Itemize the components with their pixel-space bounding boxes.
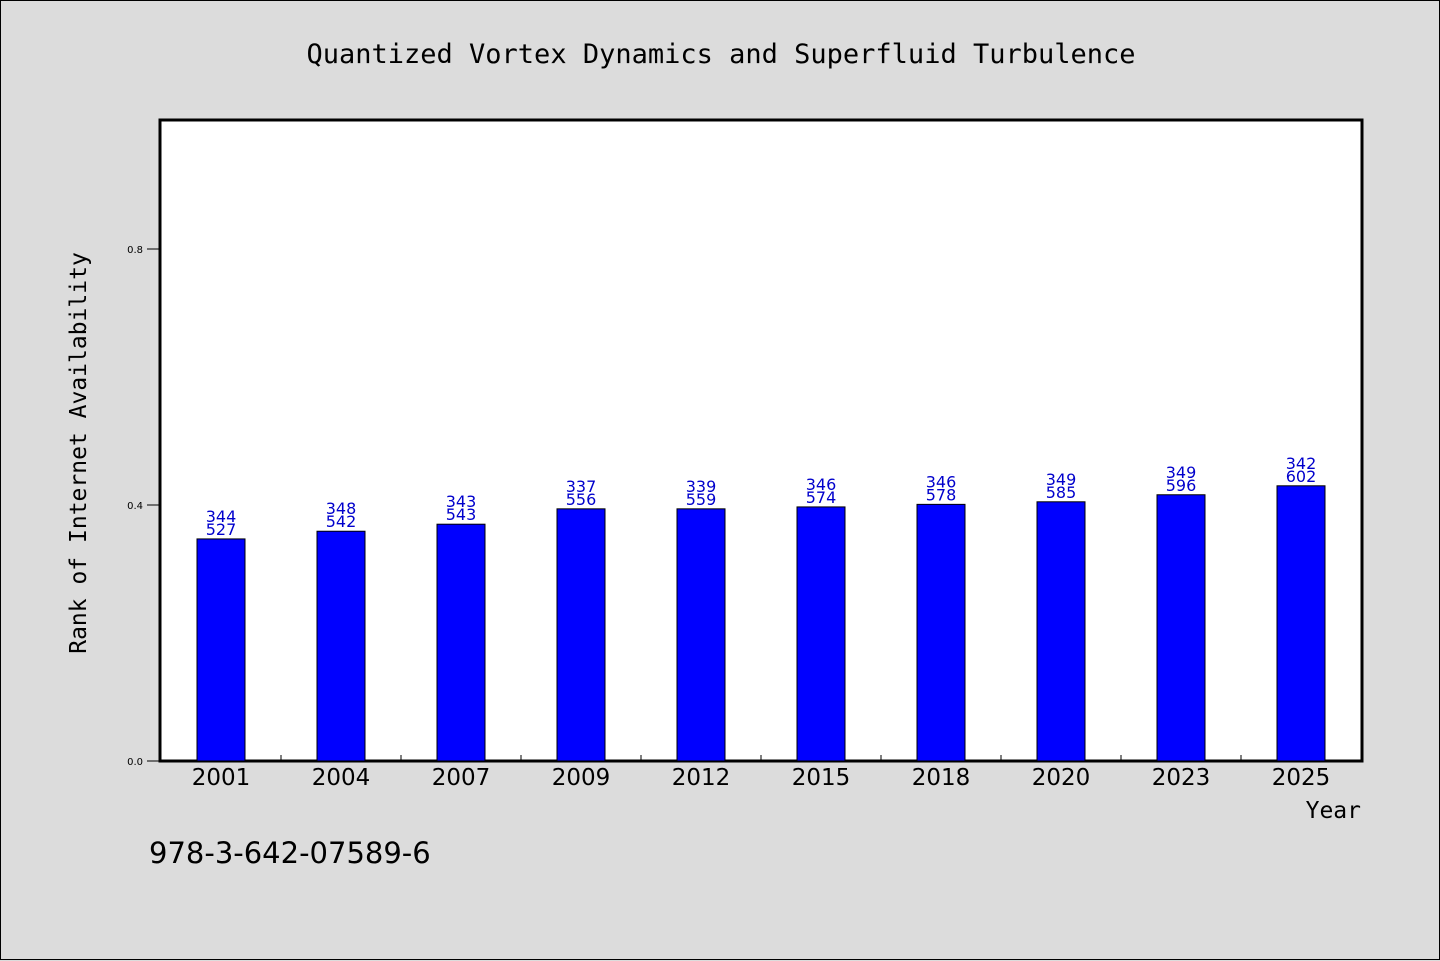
bar-2007 [436, 523, 486, 762]
bar-2009 [556, 508, 606, 762]
data-label-2020: 349 [1046, 470, 1077, 489]
x-tick-label-2018: 2018 [912, 765, 971, 791]
x-tick-label-2023: 2023 [1152, 765, 1211, 791]
x-tick-label-2001: 2001 [192, 765, 251, 791]
data-label-2015: 346 [806, 475, 837, 494]
data-label-2004: 542 [326, 512, 357, 531]
bar-2001 [196, 538, 246, 762]
bar-2023 [1156, 494, 1206, 762]
x-tick-label-2025: 2025 [1272, 765, 1331, 791]
data-label-2018: 346 [926, 472, 957, 491]
data-label-2001: 527 [206, 520, 237, 539]
y-tick-label-0.4: 0.4 [127, 501, 143, 512]
data-label-2023: 596 [1166, 476, 1197, 495]
x-tick-label-2007: 2007 [432, 765, 491, 791]
x-tick-label-2020: 2020 [1032, 765, 1091, 791]
data-label-2009: 337 [566, 477, 597, 496]
data-label-2025: 342 [1286, 454, 1317, 473]
data-label-2007: 543 [446, 505, 477, 524]
chart-title: Quantized Vortex Dynamics and Superfluid… [306, 39, 1135, 70]
data-label-2004: 348 [326, 499, 357, 518]
data-label-2018: 578 [926, 485, 957, 504]
bar-2015 [796, 506, 846, 762]
data-labels-layer: 3445273485423435433375563395593465743465… [206, 454, 1317, 539]
bar-2025 [1276, 485, 1326, 762]
bar-2012 [676, 508, 726, 762]
bars-layer [196, 485, 1326, 762]
data-label-2001: 344 [206, 507, 237, 526]
data-label-2023: 349 [1166, 463, 1197, 482]
data-label-2009: 556 [566, 490, 597, 509]
y-tick-label-0.8: 0.8 [127, 245, 143, 256]
y-axis-label: Rank of Internet Availability [66, 252, 92, 654]
data-label-2025: 602 [1286, 467, 1317, 486]
data-label-2007: 343 [446, 492, 477, 511]
x-axis-label: Year [1306, 798, 1361, 824]
data-label-2012: 339 [686, 477, 717, 496]
x-tick-label-2015: 2015 [792, 765, 851, 791]
bar-2020 [1036, 501, 1086, 762]
x-axis: 2001 2004 2007 2009 2012 2015 2018 2020 2023 2025 [192, 755, 1331, 791]
bar-2004 [316, 530, 366, 762]
y-tick-label-0.0: 0.0 [127, 757, 143, 768]
data-label-2012: 559 [686, 490, 717, 509]
x-tick-label-2009: 2009 [552, 765, 611, 791]
data-label-2015: 574 [806, 488, 837, 507]
x-tick-label-2004: 2004 [312, 765, 371, 791]
bar-2018 [916, 503, 966, 762]
y-axis: 0.0 0.4 0.8 [127, 245, 161, 768]
data-label-2020: 585 [1046, 483, 1077, 502]
isbn-text: 978-3-642-07589-6 [149, 836, 431, 870]
x-tick-label-2012: 2012 [672, 765, 731, 791]
